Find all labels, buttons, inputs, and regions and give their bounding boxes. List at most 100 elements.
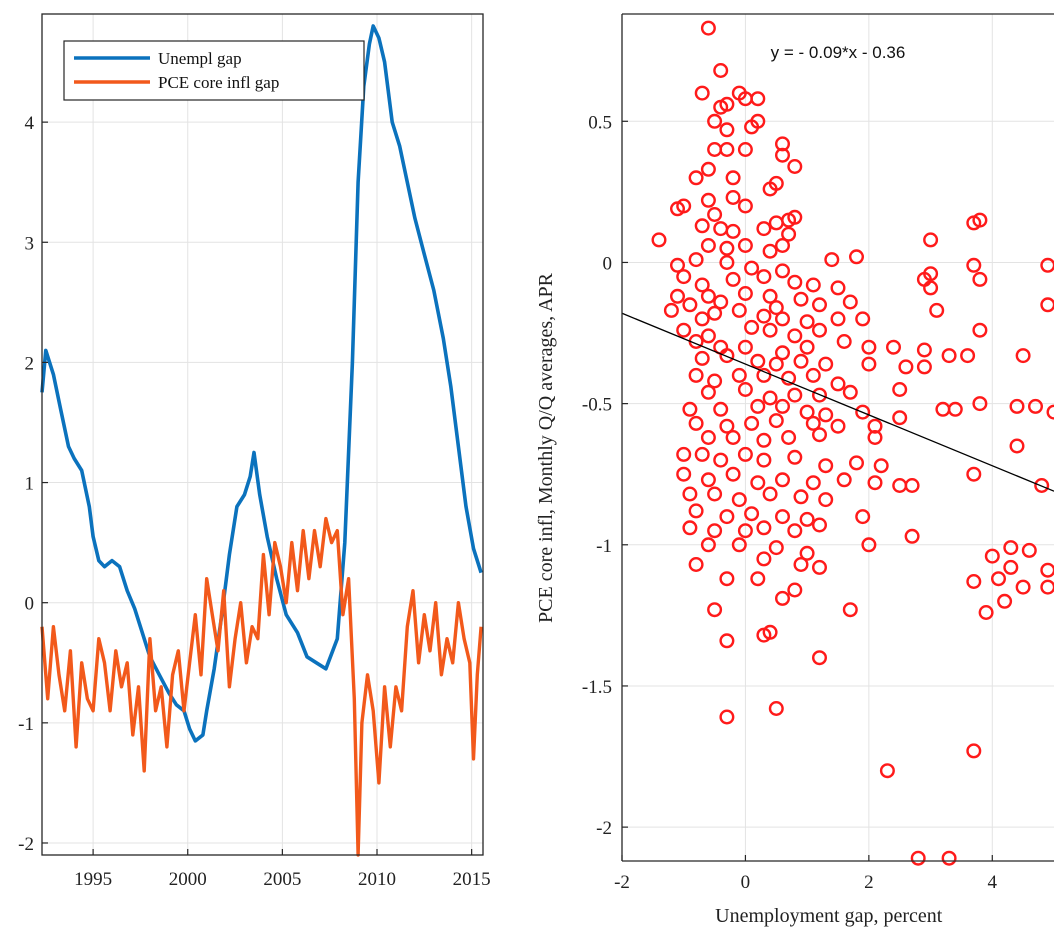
scatter-point [793,557,809,573]
scatter-point [1009,438,1025,454]
scatter-point [725,170,741,186]
scatter-point [966,257,982,273]
scatter-point [867,430,883,446]
y-tick-label: 3 [25,233,35,254]
y-tick-label: -1.5 [582,677,612,698]
scatter-point [756,452,772,468]
scatter-point [737,382,753,398]
scatter-point [750,113,766,129]
scatter-point [694,218,710,234]
scatter-point [1003,559,1019,575]
scatter-point [873,458,889,474]
scatter-point [719,509,735,525]
scatter-point [719,348,735,364]
scatter-point [818,458,834,474]
scatter-point [966,574,982,590]
scatter-point [1040,562,1054,578]
scatter-point [694,277,710,293]
scatter-point [1046,404,1054,420]
scatter-point [892,382,908,398]
scatter-point [855,404,871,420]
y-tick-label: -2 [596,818,612,839]
scatter-point [997,593,1013,609]
scatter-point [762,390,778,406]
scatter-point [768,413,784,429]
scatter-point [750,353,766,369]
scatter-point [713,401,729,417]
scatter-point [1015,348,1031,364]
scatter-point [700,192,716,208]
scatter-point [812,387,828,403]
y-tick-label: -2 [18,834,34,855]
scatter-point [756,308,772,324]
scatter-point [941,850,957,866]
scatter-point [737,198,753,214]
legend-box [63,40,365,101]
scatter-point [756,221,772,237]
scatter-point [719,255,735,271]
scatter-point [700,237,716,253]
scatter-point [700,20,716,36]
scatter-point [867,418,883,434]
x-tick-label: 0 [741,872,751,893]
time-series-chart: 1995 2000 2005 2010 2015 -2 -1 0 1 2 3 4 Unempl gap P… [18,13,491,890]
scatter-point [855,311,871,327]
scatter-point [892,410,908,426]
scatter-point [719,122,735,138]
scatter-point [713,294,729,310]
scatter-point [799,339,815,355]
scatter-point [812,427,828,443]
scatter-point [972,212,988,228]
scatter-point [805,475,821,491]
y-tick-label: 0 [603,253,613,274]
scatter-point [830,418,846,434]
scatter-point [984,548,1000,564]
scatter-point [775,509,791,525]
scatter-point [935,401,951,417]
scatter-point [787,158,803,174]
scatter-point [775,311,791,327]
scatter-point [787,328,803,344]
y-tick-label: -1 [18,714,34,735]
scatter-point [1015,579,1031,595]
scatter-point [781,370,797,386]
scatter-point [756,432,772,448]
scatter-point [787,523,803,539]
scatter-point [700,288,716,304]
scatter-point [775,590,791,606]
legend-label-pce: PCE core infl gap [158,73,279,92]
regression-line [621,312,1054,492]
scatter-point [836,334,852,350]
scatter-point [787,449,803,465]
scatter-point [707,113,723,129]
legend-label-unempl: Unempl gap [158,49,242,68]
scatter-point [812,650,828,666]
unempl-gap-line [40,24,483,743]
scatter-point [756,551,772,567]
scatter-point [762,322,778,338]
scatter-point [861,356,877,372]
scatter-point [744,260,760,276]
scatter-point [725,223,741,239]
scatter-point [744,415,760,431]
scatter-point [916,342,932,358]
scatter-point [775,398,791,414]
scatter-point [768,356,784,372]
scatter-point [694,85,710,101]
scatter-point [775,237,791,253]
scatter-point [768,300,784,316]
scatter-point [787,274,803,290]
scatter-point [737,339,753,355]
scatter-point [836,472,852,488]
scatter-point [768,701,784,717]
scatter-point [762,243,778,259]
scatter-point [812,297,828,313]
scatter-point [750,475,766,491]
scatter-point [775,472,791,488]
scatter-point [812,517,828,533]
scatter-point [707,373,723,389]
x-axis-title: Unemployment gap, percent [715,905,943,927]
scatter-point [775,136,791,152]
scatter-point [725,430,741,446]
